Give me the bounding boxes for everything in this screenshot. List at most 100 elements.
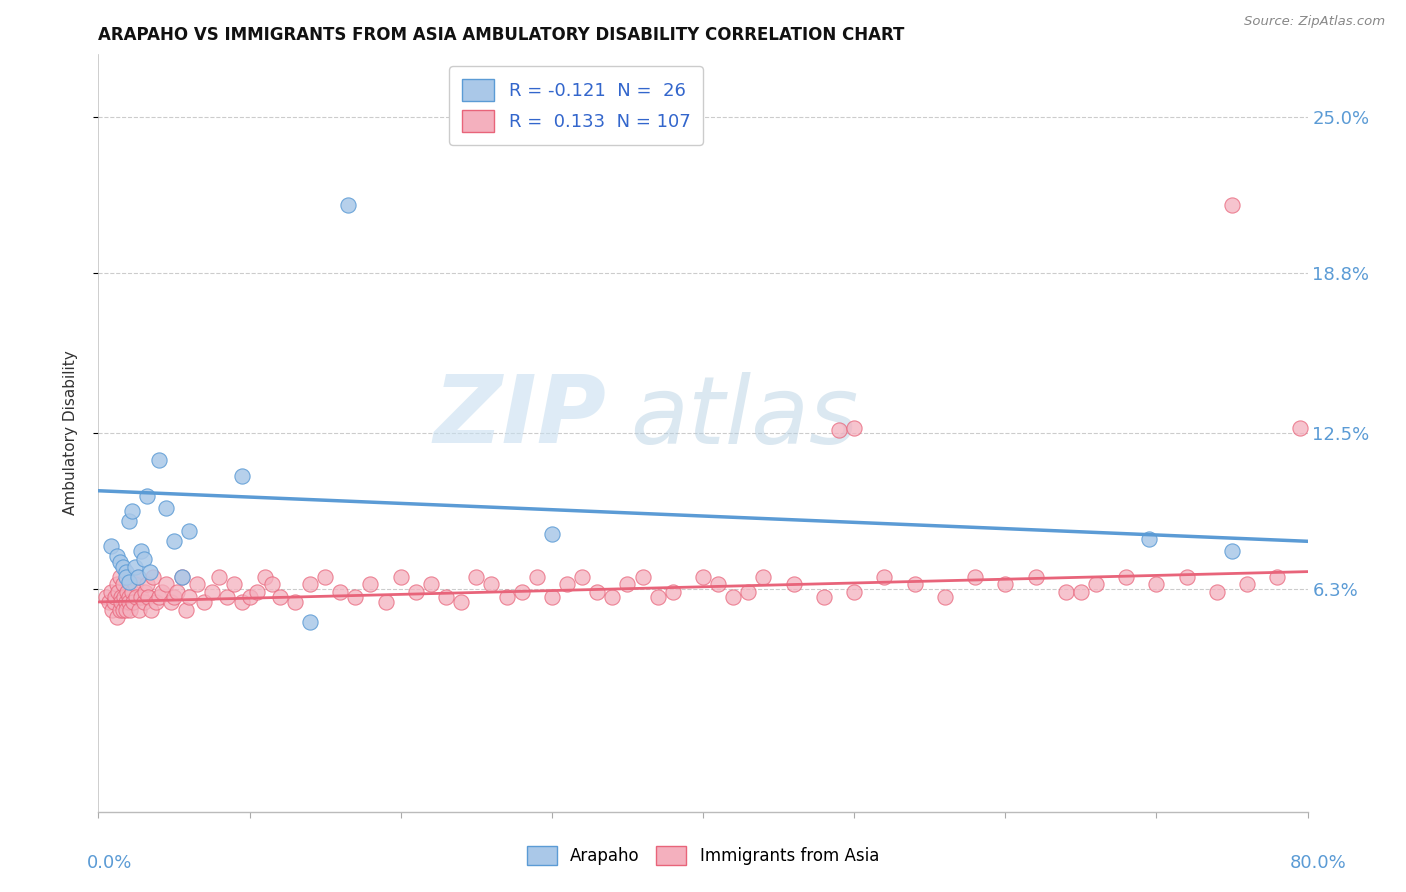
Point	[118, 590, 141, 604]
Point	[631, 570, 654, 584]
Point	[142, 570, 165, 584]
Point	[904, 577, 927, 591]
Point	[783, 577, 806, 591]
Point	[540, 526, 562, 541]
Point	[299, 577, 322, 591]
Point	[1024, 570, 1046, 584]
Point	[1236, 577, 1258, 591]
Point	[994, 577, 1017, 591]
Point	[111, 602, 134, 616]
Point	[135, 489, 157, 503]
Point	[108, 602, 131, 616]
Point	[111, 559, 134, 574]
Point	[526, 570, 548, 584]
Point	[132, 595, 155, 609]
Point	[136, 590, 159, 604]
Point	[129, 590, 152, 604]
Text: ARAPAHO VS IMMIGRANTS FROM ASIA AMBULATORY DISABILITY CORRELATION CHART: ARAPAHO VS IMMIGRANTS FROM ASIA AMBULATO…	[98, 26, 905, 44]
Point	[262, 577, 284, 591]
Point	[124, 577, 146, 591]
Point	[141, 602, 163, 616]
Point	[98, 595, 121, 609]
Point	[201, 585, 224, 599]
Point	[647, 590, 669, 604]
Point	[127, 570, 149, 584]
Point	[114, 595, 136, 609]
Point	[571, 570, 593, 584]
Point	[329, 585, 352, 599]
Point	[121, 585, 143, 599]
Point	[108, 570, 131, 584]
Point	[108, 555, 131, 569]
Point	[101, 602, 124, 616]
Point	[1289, 420, 1312, 434]
Point	[118, 514, 141, 528]
Point	[135, 577, 157, 591]
Text: Source: ZipAtlas.com: Source: ZipAtlas.com	[1244, 15, 1385, 29]
Point	[723, 590, 745, 604]
Point	[111, 577, 134, 591]
Point	[150, 585, 173, 599]
Point	[1054, 585, 1077, 599]
Text: 80.0%: 80.0%	[1291, 854, 1347, 871]
Point	[121, 504, 143, 518]
Point	[125, 590, 148, 604]
Point	[1115, 570, 1137, 584]
Point	[120, 602, 142, 616]
Point	[873, 570, 896, 584]
Point	[1220, 544, 1243, 558]
Point	[1085, 577, 1108, 591]
Point	[344, 590, 367, 604]
Point	[965, 570, 987, 584]
Point	[100, 539, 122, 553]
Point	[148, 590, 170, 604]
Point	[934, 590, 956, 604]
Point	[405, 585, 427, 599]
Point	[163, 590, 186, 604]
Point	[215, 590, 238, 604]
Point	[707, 577, 730, 591]
Point	[299, 615, 322, 630]
Point	[114, 570, 136, 584]
Point	[103, 595, 125, 609]
Point	[389, 570, 412, 584]
Point	[110, 590, 132, 604]
Point	[115, 585, 138, 599]
Point	[1267, 570, 1289, 584]
Point	[100, 585, 122, 599]
Point	[450, 595, 472, 609]
Point	[224, 577, 246, 591]
Point	[193, 595, 215, 609]
Point	[179, 524, 201, 539]
Point	[132, 552, 155, 566]
Point	[107, 585, 129, 599]
Point	[155, 577, 177, 591]
Point	[1206, 585, 1229, 599]
Point	[231, 595, 253, 609]
Point	[844, 585, 866, 599]
Point	[1144, 577, 1167, 591]
Point	[163, 534, 186, 549]
Point	[231, 468, 253, 483]
Point	[1137, 532, 1160, 546]
Point	[104, 590, 127, 604]
Point	[586, 585, 609, 599]
Point	[174, 602, 197, 616]
Point	[170, 570, 193, 584]
Point	[114, 565, 136, 579]
Point	[124, 559, 146, 574]
Point	[118, 574, 141, 589]
Point	[118, 595, 141, 609]
Point	[114, 602, 136, 616]
Point	[134, 585, 156, 599]
Point	[1220, 198, 1243, 212]
Point	[602, 590, 624, 604]
Point	[1175, 570, 1198, 584]
Point	[94, 590, 117, 604]
Text: ZIP: ZIP	[433, 371, 606, 464]
Point	[284, 595, 307, 609]
Point	[110, 595, 132, 609]
Point	[752, 570, 775, 584]
Point	[737, 585, 759, 599]
Point	[170, 570, 193, 584]
